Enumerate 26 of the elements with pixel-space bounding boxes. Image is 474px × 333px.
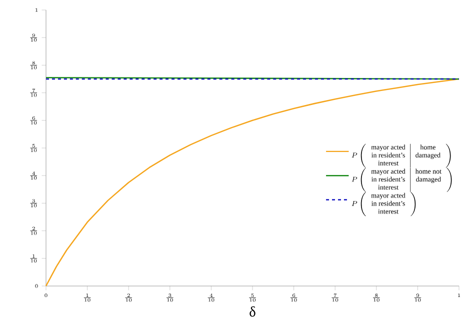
- y-tick-label: $1$: [36, 8, 38, 12]
- y-tick-label: $\frac{3}{10}$: [30, 199, 38, 208]
- y-tick-label: $\frac{9}{10}$: [30, 34, 38, 42]
- x-tick-label: $\frac{8}{10}$: [373, 294, 380, 302]
- legend-label: $P\left(\begin{array}{c}\mbox{mayor acted}\\ \mbox{in resident's}\\ \mbox{interest}\end{array}\right)$: [352, 192, 416, 216]
- x-tick-label: $\frac{6}{10}$: [290, 294, 298, 302]
- legend-label: $P\left(\begin{array}{c|c}\mbox{mayor acted} & \mbox{home not}\\ \mbox{in resident's} & \mbox{damaged}\\ \mbox{interest} & \end{array}\right)$: [352, 168, 452, 192]
- y-tick-label: $\frac{4}{10}$: [30, 172, 38, 180]
- y-tick-label: $\frac{8}{10}$: [30, 61, 38, 70]
- x-tick-label: $\frac{3}{10}$: [166, 294, 174, 302]
- x-tick-label: $\frac{7}{10}$: [332, 294, 338, 302]
- y-tick-label: $\frac{1}{10}$: [30, 254, 38, 262]
- x-axis-title: δ: [250, 306, 256, 317]
- x-tick-label: $\frac{5}{10}$: [249, 294, 256, 302]
- x-tick-label: $\frac{9}{10}$: [414, 294, 422, 302]
- x-tick-label: $\frac{4}{10}$: [208, 294, 215, 302]
- x-tick-label: $0$: [44, 294, 48, 298]
- y-tick-label: $\frac{2}{10}$: [30, 226, 38, 235]
- y-tick-label: $\frac{5}{10}$: [30, 144, 38, 152]
- legend-label: $P\left(\begin{array}{c|c}\mbox{mayor acted} & \mbox{home}\\ \mbox{in resident's} & \mbox{damaged}\\ \mbox{interest} & \end{array}\right)$: [352, 144, 451, 168]
- y-tick-label: $\frac{7}{10}$: [30, 88, 38, 97]
- x-tick-label: $1$: [458, 294, 460, 297]
- y-tick-label: $0$: [35, 284, 38, 288]
- x-tick-label: $\frac{1}{10}$: [84, 294, 91, 302]
- y-tick-label: $\frac{6}{10}$: [30, 116, 38, 124]
- x-tick-label: $\frac{2}{10}$: [125, 294, 132, 302]
